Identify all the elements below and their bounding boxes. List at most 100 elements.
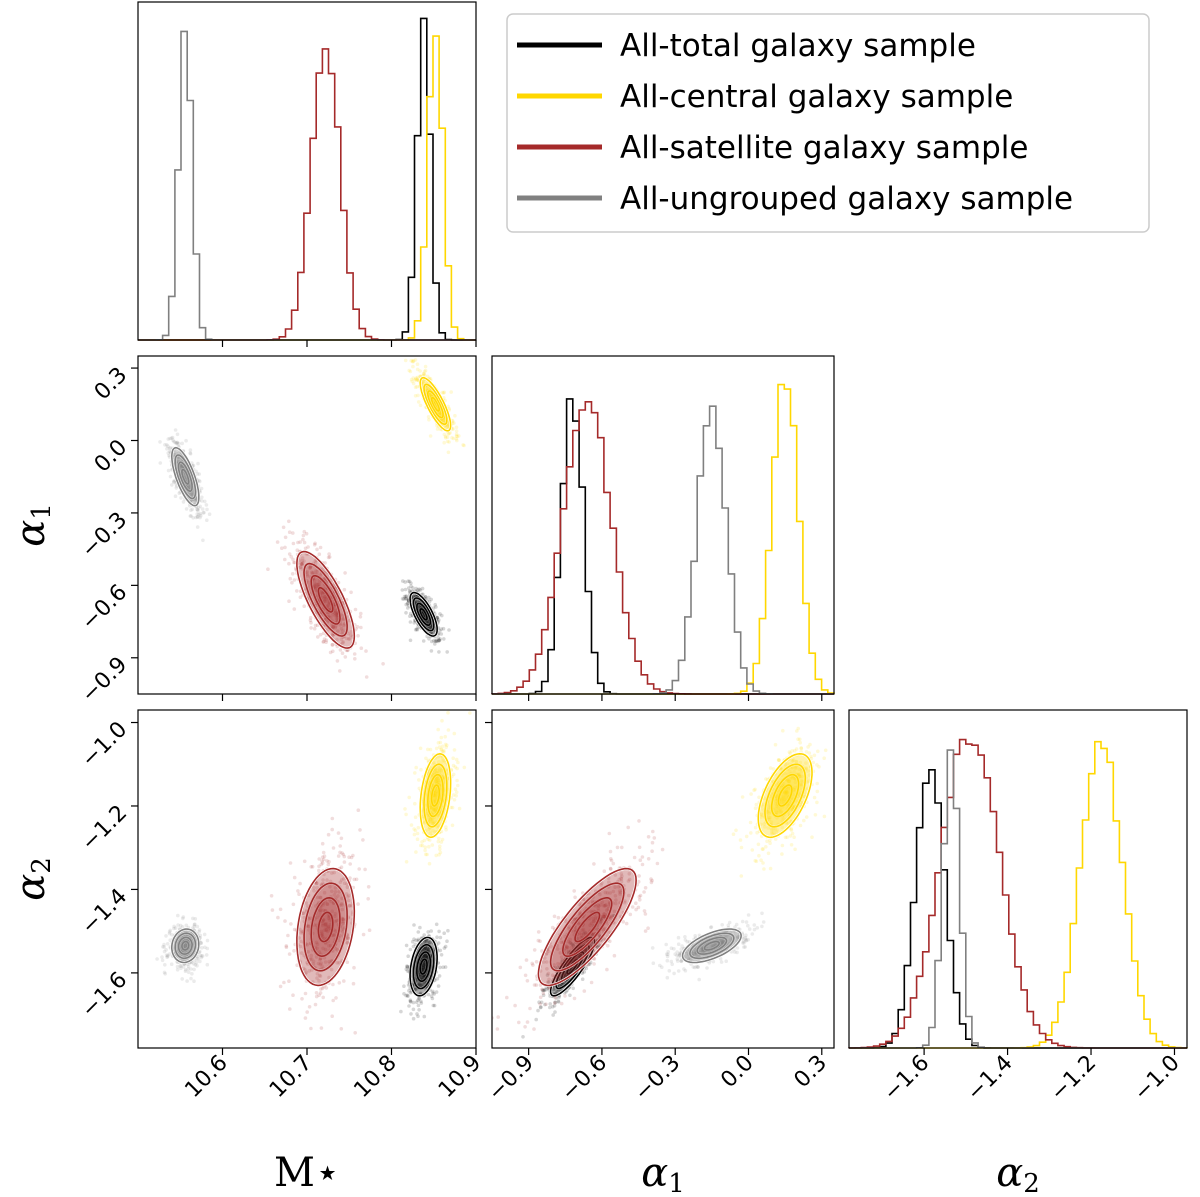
sample-point [284,944,289,948]
sample-point [404,860,409,864]
sample-point [787,779,791,784]
sample-point [798,737,802,742]
sample-point [619,872,624,876]
sample-point [812,795,817,800]
sample-point [298,595,303,599]
sample-point [761,861,765,865]
sample-point [408,638,413,643]
sample-point [411,1016,416,1021]
sample-point [340,907,345,912]
sample-point [431,828,435,833]
sample-point [411,359,415,364]
sample-point [580,928,585,933]
sample-point [172,439,176,444]
sample-point [720,938,724,943]
sample-point [278,984,283,989]
sample-point [750,848,755,852]
sample-point [785,761,789,766]
sample-point [280,546,284,550]
sample-point [177,491,182,496]
sample-point [413,828,418,833]
sample-point [612,953,617,958]
sample-point [405,969,410,973]
hist-a1-central [492,383,835,695]
sample-point [602,912,606,916]
sample-point [422,838,427,843]
sample-point [435,778,440,783]
sample-point [773,742,778,747]
sample-point [291,902,296,907]
sample-point [421,974,425,979]
sample-point [175,441,179,446]
sample-point [443,436,448,440]
sample-point [408,369,413,374]
sample-point [409,377,414,382]
sample-point [192,922,197,927]
sample-point [792,788,797,792]
sample-point [347,637,352,641]
sample-point [307,917,311,921]
sample-point [196,506,201,510]
sample-point [434,639,439,643]
sample-point [740,795,745,799]
density-fill [311,897,340,957]
contour-central [427,390,444,419]
sample-point [455,438,459,443]
density-fill [296,551,355,649]
sample-point [774,810,779,814]
sample-point [589,921,594,926]
sample-point [402,597,406,601]
sample-point [789,828,794,832]
sample-point [330,909,335,914]
sample-point [205,507,209,512]
sample-point [442,931,447,935]
sample-point [800,774,804,779]
sample-point [606,904,611,909]
sample-point [441,965,446,969]
sample-point [566,961,570,966]
sample-point [308,618,313,623]
sample-point [781,794,786,799]
sample-point [347,904,352,908]
sample-point [347,855,351,859]
contour-satellite [317,911,334,943]
sample-point [321,921,326,926]
sample-point [341,930,345,934]
sample-point [617,877,621,882]
sample-point [785,778,789,783]
sample-point [339,878,344,882]
sample-point [569,945,574,950]
sample-point [744,938,749,942]
sample-point [608,849,613,854]
sample-point [335,659,340,663]
sample-point [451,763,456,768]
sample-point [434,605,438,609]
sample-point [168,928,172,933]
sample-point [686,956,690,960]
sample-point [319,895,323,900]
sample-point [399,1009,403,1014]
sample-point [678,953,682,957]
sample-point [772,830,776,835]
contour-ungrouped [174,932,197,960]
sample-point [326,925,331,929]
sample-point [417,997,421,1001]
sample-point [402,992,406,996]
sample-point [162,970,167,975]
sample-point [434,746,439,751]
sample-point [619,877,624,881]
sample-point [440,837,445,842]
sample-point [598,903,603,907]
hist-M-satellite [138,48,476,341]
sample-point [179,496,183,500]
sample-point [205,518,209,522]
sample-point [205,938,210,943]
sample-point [320,861,325,865]
sample-point [779,809,783,813]
sample-point [794,747,799,751]
sample-point [557,995,561,1000]
sample-point [785,791,789,796]
sample-point [627,877,632,882]
sample-point [411,1000,416,1005]
sample-point [799,783,803,788]
